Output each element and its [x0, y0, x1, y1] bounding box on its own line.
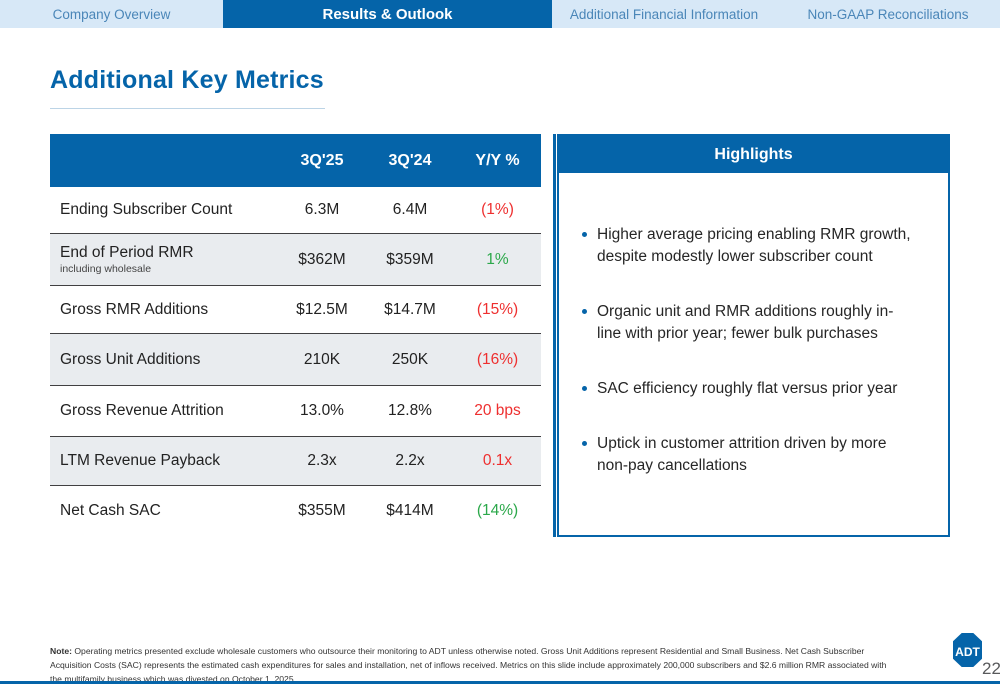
svg-text:ADT: ADT [955, 645, 980, 659]
